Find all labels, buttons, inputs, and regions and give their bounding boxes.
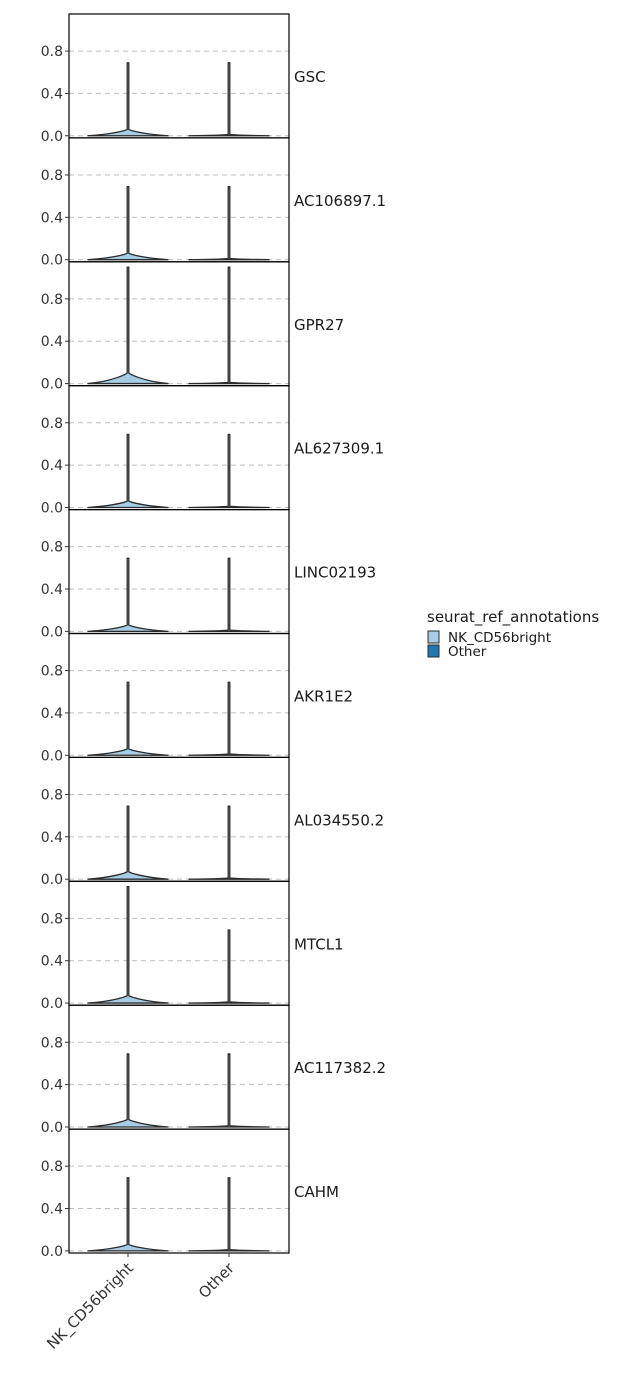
panel-label-al627309.1: AL627309.1 (294, 440, 384, 458)
y-tick-label: 0.4 (41, 582, 63, 598)
panel-label-akr1e2: AKR1E2 (294, 688, 353, 706)
legend-key (427, 644, 440, 658)
y-tick-label: 0.4 (41, 458, 63, 474)
y-tick-label: 0.0 (41, 996, 63, 1012)
panel-label-mtcl1: MTCL1 (294, 935, 344, 953)
violin-nk-cd56bright (87, 557, 169, 633)
y-tick-label: 0.0 (41, 377, 63, 393)
violin-other (188, 805, 270, 880)
y-tick-label: 0.8 (41, 1035, 63, 1051)
panel-label-gpr27: GPR27 (294, 316, 344, 334)
panel-label-linc02193: LINC02193 (294, 564, 376, 582)
panel-label-al034550.2: AL034550.2 (294, 811, 384, 829)
y-tick-label: 0.8 (41, 911, 63, 927)
panel-frame (68, 385, 290, 511)
y-tick-label: 0.0 (41, 624, 63, 640)
y-tick-label: 0.4 (41, 334, 63, 350)
y-tick-label: 0.8 (41, 540, 63, 556)
y-tick-label: 0.4 (41, 86, 63, 102)
y-tick-label: 0.8 (41, 787, 63, 803)
violin-other (188, 185, 270, 261)
violin-other (188, 929, 270, 1004)
violin-other (188, 62, 270, 137)
x-tick-label: NK_CD56bright (43, 1259, 137, 1353)
y-tick-label: 0.8 (41, 664, 63, 680)
y-tick-label: 0.4 (41, 1202, 63, 1218)
violin-nk-cd56bright (87, 62, 169, 137)
y-tick-label: 0.4 (41, 210, 63, 226)
legend-entry: Other (448, 644, 487, 660)
legend-title: seurat_ref_annotations (427, 608, 599, 627)
panel-frame (68, 137, 290, 263)
y-tick-label: 0.0 (41, 253, 63, 269)
y-tick-label: 0.4 (41, 830, 63, 846)
violin-nk-cd56bright (87, 433, 169, 509)
panel-label-ac106897.1: AC106897.1 (294, 192, 386, 210)
violin-other (188, 266, 270, 385)
y-tick-label: 0.0 (41, 1120, 63, 1136)
violin-nk-cd56bright (87, 1053, 169, 1128)
legend-entry: NK_CD56bright (448, 630, 551, 646)
panel-label-gsc: GSC (294, 68, 326, 86)
panel-frame (68, 880, 290, 1006)
y-tick-label: 0.0 (41, 1244, 63, 1260)
panel-label-ac117382.2: AC117382.2 (294, 1059, 386, 1077)
panel-frame (68, 1004, 290, 1130)
y-tick-label: 0.8 (41, 168, 63, 184)
panel-frame (68, 1128, 290, 1254)
y-tick-label: 0.4 (41, 1078, 63, 1094)
violin-nk-cd56bright (87, 1177, 169, 1252)
panel-label-cahm: CAHM (294, 1183, 339, 1201)
y-tick-label: 0.8 (41, 1159, 63, 1175)
y-tick-label: 0.0 (41, 500, 63, 516)
panel-frame (68, 756, 290, 882)
y-tick-label: 0.4 (41, 706, 63, 722)
y-tick-label: 0.0 (41, 748, 63, 764)
violin-nk-cd56bright (87, 266, 169, 385)
violin-other (188, 433, 270, 509)
violin-other (188, 557, 270, 633)
violin-nk-cd56bright (87, 805, 169, 880)
panel-frame (68, 632, 290, 759)
y-tick-label: 0.8 (41, 416, 63, 432)
y-tick-label: 0.8 (41, 44, 63, 60)
violin-other (188, 1053, 270, 1128)
x-tick-label: Other (195, 1259, 238, 1302)
legend-key (427, 630, 440, 644)
y-tick-label: 0.8 (41, 292, 63, 308)
violin-nk-cd56bright (87, 681, 169, 756)
y-tick-label: 0.0 (41, 872, 63, 888)
violin-other (188, 1177, 270, 1252)
y-tick-label: 0.4 (41, 954, 63, 970)
panel-frame (68, 509, 290, 635)
violin-nk-cd56bright (87, 185, 169, 261)
y-tick-label: 0.0 (41, 129, 63, 145)
panel-frame (68, 13, 290, 139)
panel-frame (68, 261, 290, 387)
violin-other (188, 681, 270, 756)
violin-nk-cd56bright (87, 885, 169, 1004)
